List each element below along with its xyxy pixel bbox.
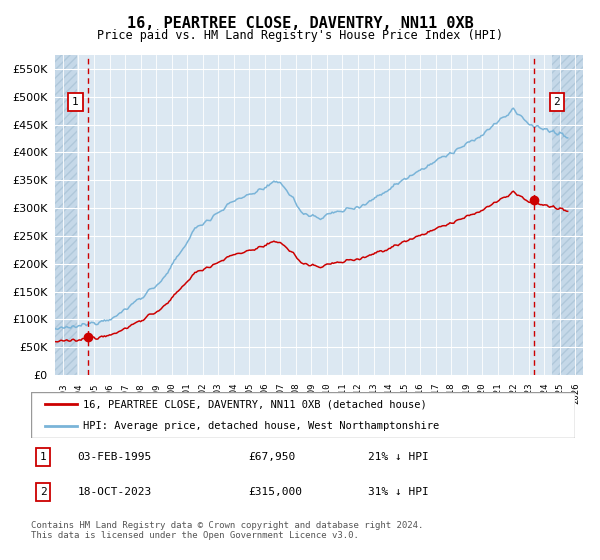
Text: 16, PEARTREE CLOSE, DAVENTRY, NN11 0XB (detached house): 16, PEARTREE CLOSE, DAVENTRY, NN11 0XB (… bbox=[83, 399, 427, 409]
Text: 1999: 1999 bbox=[152, 382, 161, 404]
Text: 2010: 2010 bbox=[322, 382, 331, 404]
Text: 2012: 2012 bbox=[353, 382, 362, 404]
Text: 16, PEARTREE CLOSE, DAVENTRY, NN11 0XB: 16, PEARTREE CLOSE, DAVENTRY, NN11 0XB bbox=[127, 16, 473, 31]
Text: 2001: 2001 bbox=[183, 382, 192, 404]
Text: 2006: 2006 bbox=[260, 382, 269, 404]
Text: 2002: 2002 bbox=[198, 382, 207, 404]
Text: 2015: 2015 bbox=[400, 382, 409, 404]
Text: 1997: 1997 bbox=[121, 382, 130, 404]
Text: 2003: 2003 bbox=[214, 382, 223, 404]
Text: Price paid vs. HM Land Registry's House Price Index (HPI): Price paid vs. HM Land Registry's House … bbox=[97, 29, 503, 42]
Text: 2017: 2017 bbox=[431, 382, 440, 404]
Text: 1996: 1996 bbox=[105, 382, 114, 404]
Text: £315,000: £315,000 bbox=[248, 487, 302, 497]
Text: 2011: 2011 bbox=[338, 382, 347, 404]
Bar bbox=[552, 55, 583, 375]
Text: 2021: 2021 bbox=[493, 382, 502, 404]
Text: 18-OCT-2023: 18-OCT-2023 bbox=[77, 487, 152, 497]
Text: 2005: 2005 bbox=[245, 382, 254, 404]
Text: HPI: Average price, detached house, West Northamptonshire: HPI: Average price, detached house, West… bbox=[83, 421, 439, 431]
Text: 2008: 2008 bbox=[292, 382, 301, 404]
Text: 1998: 1998 bbox=[136, 382, 145, 404]
Text: 2025: 2025 bbox=[556, 382, 565, 404]
Text: 2004: 2004 bbox=[229, 382, 238, 404]
Text: Contains HM Land Registry data © Crown copyright and database right 2024.
This d: Contains HM Land Registry data © Crown c… bbox=[31, 521, 424, 540]
Text: 03-FEB-1995: 03-FEB-1995 bbox=[77, 452, 152, 462]
Text: 2014: 2014 bbox=[385, 382, 394, 404]
Text: 1993: 1993 bbox=[58, 382, 67, 404]
Text: 2016: 2016 bbox=[416, 382, 425, 404]
Text: £67,950: £67,950 bbox=[248, 452, 296, 462]
Text: 2013: 2013 bbox=[369, 382, 378, 404]
Text: 2: 2 bbox=[40, 487, 47, 497]
Text: 2020: 2020 bbox=[478, 382, 487, 404]
Text: 2024: 2024 bbox=[540, 382, 549, 404]
Text: 2026: 2026 bbox=[571, 382, 580, 404]
Text: 1995: 1995 bbox=[89, 382, 98, 404]
Text: 2000: 2000 bbox=[167, 382, 176, 404]
Text: 2023: 2023 bbox=[524, 382, 533, 404]
Text: 2007: 2007 bbox=[276, 382, 285, 404]
Text: 1994: 1994 bbox=[74, 382, 83, 404]
Text: 2009: 2009 bbox=[307, 382, 316, 404]
Text: 2022: 2022 bbox=[509, 382, 518, 404]
Text: 1: 1 bbox=[72, 97, 79, 107]
Bar bbox=[55, 55, 77, 375]
Text: 2018: 2018 bbox=[447, 382, 456, 404]
FancyBboxPatch shape bbox=[31, 392, 575, 438]
Text: 2: 2 bbox=[553, 97, 560, 107]
Text: 1: 1 bbox=[40, 452, 47, 462]
Text: 21% ↓ HPI: 21% ↓ HPI bbox=[368, 452, 429, 462]
Text: 2019: 2019 bbox=[462, 382, 471, 404]
Text: 31% ↓ HPI: 31% ↓ HPI bbox=[368, 487, 429, 497]
